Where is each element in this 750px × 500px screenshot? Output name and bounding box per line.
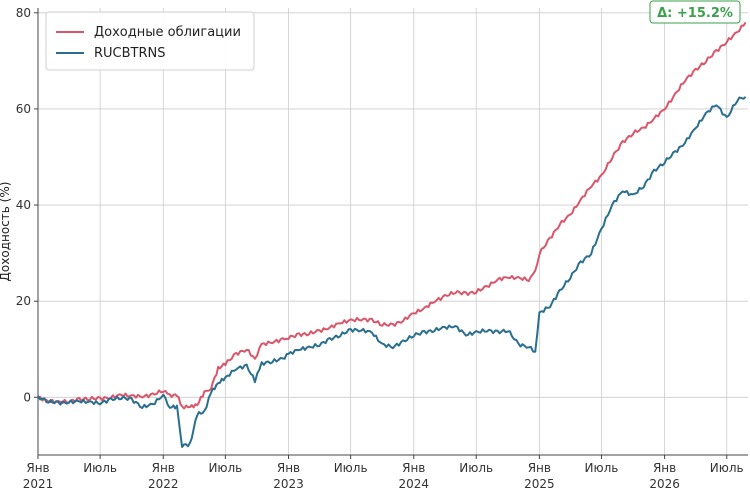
x-tick-label: Янв 2023 [273,461,304,491]
y-tick-label: 60 [16,102,31,116]
x-tick-label: Июль [208,461,242,475]
series-lines [37,21,747,448]
y-tick-label: 80 [16,6,31,20]
delta-badge-box [649,0,741,24]
x-tick-label: Янв 2026 [649,461,680,491]
legend: Доходные облигации RUCBTRNS [45,11,255,71]
x-tick-label: Июль [585,461,619,475]
y-tick-labels: 0 20 40 60 80 [16,6,31,405]
x-tick-label: Июль [710,461,744,475]
x-tick-labels: Янв 2021 Июль Янв 2022 Июль Янв 2023 Июль Янв 2024… [23,461,744,491]
grid [34,8,748,459]
axes [37,8,748,456]
y-tick-label: 20 [16,294,31,308]
delta-annotation: Δ: +15.2% [649,0,741,24]
series-line-0 [37,21,747,410]
legend-label-series-1: RUCBTRNS [94,46,166,61]
series-line-1 [37,96,747,448]
y-tick-label: 0 [23,390,31,404]
legend-label-series-0: Доходные облигации [94,25,241,40]
x-tick-label: Янв 2021 [23,461,54,491]
y-axis-title: Доходность (%) [0,182,12,282]
x-tick-label: Янв 2024 [398,461,429,491]
x-tick-label: Июль [334,461,368,475]
y-tick-label: 40 [16,198,31,212]
x-tick-label: Июль [459,461,493,475]
x-tick-label: Июль [83,461,117,475]
x-tick-label: Янв 2025 [524,461,555,491]
delta-annotation-text: Δ: +15.2% [657,6,733,21]
legend-box [45,11,255,71]
x-tick-label: Янв 2022 [148,461,179,491]
